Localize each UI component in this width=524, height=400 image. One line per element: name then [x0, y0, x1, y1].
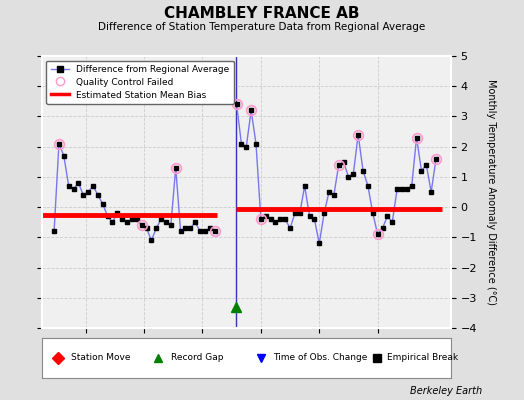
Text: Empirical Break: Empirical Break — [387, 354, 458, 362]
Y-axis label: Monthly Temperature Anomaly Difference (°C): Monthly Temperature Anomaly Difference (… — [486, 79, 496, 305]
Text: Difference of Station Temperature Data from Regional Average: Difference of Station Temperature Data f… — [99, 22, 425, 32]
Text: Station Move: Station Move — [71, 354, 130, 362]
Legend: Difference from Regional Average, Quality Control Failed, Estimated Station Mean: Difference from Regional Average, Qualit… — [47, 60, 234, 104]
Text: Berkeley Earth: Berkeley Earth — [410, 386, 482, 396]
Text: Time of Obs. Change: Time of Obs. Change — [273, 354, 367, 362]
Text: Record Gap: Record Gap — [171, 354, 223, 362]
Text: CHAMBLEY FRANCE AB: CHAMBLEY FRANCE AB — [164, 6, 360, 21]
